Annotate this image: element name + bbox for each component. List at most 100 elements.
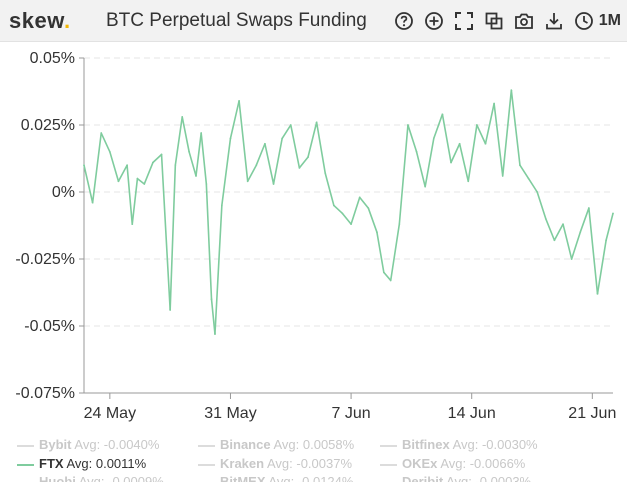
series-ftx-point (544, 218, 547, 220)
y-tick-label: -0.075% (15, 385, 75, 402)
series-ftx-segment (519, 164, 530, 180)
series-ftx-point (255, 164, 258, 166)
series-ftx-point (579, 231, 582, 233)
series-ftx-point (205, 183, 208, 185)
series-ftx-point (484, 142, 487, 145)
series-ftx-point (407, 124, 409, 126)
funding-line-chart: 0.05% 0.025% 0% -0.025% -0.05% -0.075% 24 May… (15, 50, 616, 422)
series-ftx-segment (570, 231, 582, 260)
series-ftx-point (272, 183, 275, 185)
add-icon[interactable] (423, 10, 446, 32)
series-ftx-point (389, 279, 392, 282)
legend-item-bybit[interactable]: Bybit Avg: -0.0040% (17, 437, 159, 452)
series-ftx-segment (181, 116, 190, 153)
series-ftx-point (612, 212, 614, 215)
series-ftx-point (200, 132, 202, 134)
series-ftx-segment (229, 100, 240, 140)
series-ftx-segment (367, 207, 378, 233)
series-ftx-segment (83, 164, 94, 204)
series-ftx-point (264, 142, 266, 145)
camera-icon[interactable] (513, 10, 536, 32)
series-ftx-segment (214, 204, 223, 335)
series-ftx-segment (458, 142, 470, 183)
series-ftx-segment (407, 124, 418, 153)
series-ftx-segment (205, 183, 213, 301)
legend-item-deribit[interactable]: Deribit Avg: -0.0003% (380, 474, 531, 482)
x-tick-label: 24 May (84, 405, 136, 422)
series-ftx-point (367, 207, 370, 209)
legend-item-bitmex[interactable]: BitMEX Avg: -0.0124% (198, 474, 353, 482)
series-ftx-point (536, 191, 538, 193)
series-ftx-segment (298, 156, 309, 169)
series-ftx-segment (553, 223, 564, 242)
series-ftx-segment (493, 102, 504, 177)
legend-item-huobi[interactable]: Huobi Avg: -0.0009% (17, 474, 164, 482)
series-ftx-segment (210, 298, 216, 335)
series-ftx-segment (484, 102, 495, 145)
legend-item-binance[interactable]: Binance Avg: 0.0058% (198, 437, 354, 452)
series-ftx-point (383, 271, 385, 274)
series-ftx-point (570, 258, 573, 260)
series-ftx-point (289, 124, 292, 126)
series-ftx-point (152, 161, 154, 164)
series-ftx-point (476, 124, 478, 126)
series-ftx-point (160, 153, 163, 156)
series-ftx-segment (238, 100, 249, 183)
series-ftx-point (333, 204, 335, 207)
series-ftx-segment (117, 164, 128, 183)
series-ftx-point (83, 164, 85, 166)
series-ftx-point (605, 239, 607, 242)
range-selector[interactable]: 1M (598, 12, 621, 29)
series-ftx-point (126, 164, 128, 166)
series-ftx-segment (501, 89, 513, 177)
legend: Bybit Avg: -0.0040% Binance Avg: 0.0058%… (0, 437, 627, 482)
series-ftx-segment (152, 153, 163, 164)
y-tick-label: 0.05% (30, 50, 75, 67)
series-ftx-point (562, 223, 564, 225)
series-ftx-point (458, 142, 461, 145)
series-ftx-segment (264, 142, 275, 185)
series-ftx-segment (510, 89, 521, 166)
clock-icon[interactable] (573, 10, 596, 32)
series-ftx-point (298, 167, 301, 169)
legend-item-kraken[interactable]: Kraken Avg: -0.0037% (198, 456, 352, 471)
series-ftx-point (210, 298, 213, 301)
series-ftx-segment (195, 132, 202, 177)
copy-icon[interactable] (483, 10, 506, 32)
series-ftx-segment (341, 212, 352, 225)
series-ftx-point (358, 196, 361, 199)
series-ftx-segment (160, 153, 171, 311)
series-ftx-segment (174, 116, 184, 166)
series-ftx-point (169, 309, 171, 311)
series-ftx-point (553, 239, 556, 242)
series-ftx-segment (398, 124, 409, 225)
series-ftx-segment (136, 177, 146, 185)
series-ftx-point (214, 333, 216, 335)
fullscreen-icon[interactable] (453, 10, 476, 32)
series-ftx-segment (527, 177, 538, 193)
series-ftx-point (510, 89, 513, 91)
toolbar: 1M (386, 9, 621, 33)
logo[interactable]: skew. (9, 8, 71, 33)
x-tick-label: 7 Jun (332, 405, 371, 422)
series-ftx-point (424, 185, 426, 188)
series-ftx-segment (441, 113, 452, 164)
x-tick-label: 21 Jun (568, 405, 616, 422)
series-ftx-point (493, 102, 495, 105)
legend-item-ftx[interactable]: FTX Avg: 0.0011% (17, 456, 146, 471)
y-tick-label: 0% (52, 184, 75, 201)
help-icon[interactable] (393, 10, 416, 32)
series-ftx-segment (188, 151, 197, 177)
legend-item-okex[interactable]: OKEx Avg: -0.0066% (380, 456, 525, 471)
series-ftx-point (181, 116, 184, 118)
x-tick-label: 31 May (204, 405, 256, 422)
series-ftx-segment (536, 191, 547, 220)
series-ftx-point (307, 156, 309, 158)
series-ftx-segment (389, 223, 401, 282)
legend-item-bitfinex[interactable]: Bitfinex Avg: -0.0030% (380, 437, 538, 452)
y-tick-label: -0.025% (15, 251, 75, 268)
series-ftx-segment (424, 137, 435, 188)
series-ftx-segment (432, 113, 444, 140)
chart-title: BTC Perpetual Swaps Funding (106, 10, 367, 31)
download-icon[interactable] (543, 10, 566, 32)
